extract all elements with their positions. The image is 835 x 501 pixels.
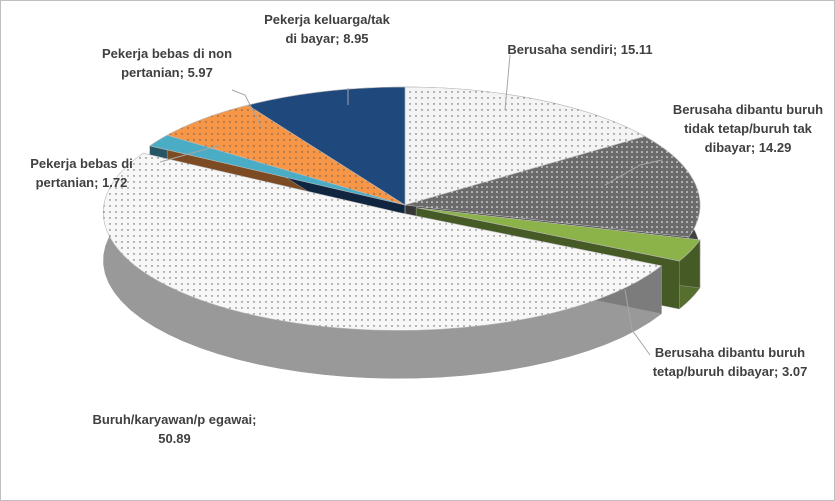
- data-label: Pekerja bebas di non pertanian; 5.97: [101, 46, 233, 80]
- leader-line: [624, 289, 651, 356]
- data-label: Pekerja keluarga/tak di bayar; 8.95: [264, 12, 390, 46]
- data-label: Buruh/karyawan/p egawai; 50.89: [92, 412, 257, 446]
- slice: [246, 86, 406, 206]
- leader-lines: [159, 54, 663, 356]
- slice-texture: [167, 105, 405, 205]
- slice-texture: [405, 87, 645, 205]
- data-label: Berusaha dibantu buruh tetap/buruh dibay…: [652, 345, 808, 379]
- slice-texture: [103, 153, 662, 331]
- data-label: Berusaha dibantu buruh tidak tetap/buruh…: [672, 102, 824, 155]
- leader-line: [159, 144, 221, 163]
- pie: [103, 86, 701, 379]
- slice: [416, 207, 701, 262]
- leader-line: [504, 54, 511, 111]
- slice-texture: [405, 136, 700, 238]
- data-label: Berusaha sendiri; 15.11: [507, 42, 653, 57]
- data-label: Pekerja bebas di pertanian; 1.72: [30, 156, 133, 190]
- leader-line: [604, 159, 663, 186]
- leader-line: [231, 89, 263, 129]
